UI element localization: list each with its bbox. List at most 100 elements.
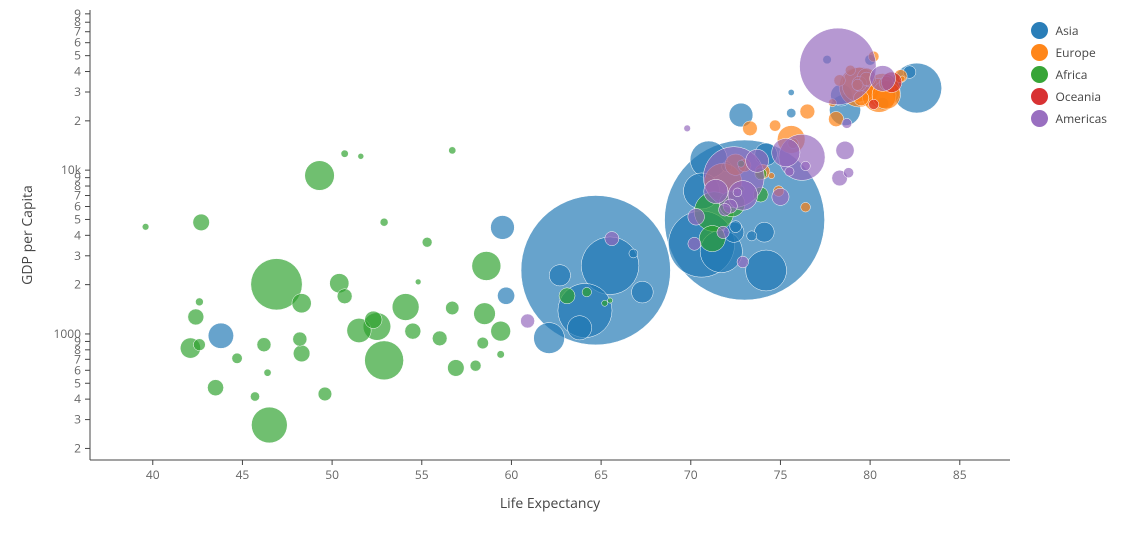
data-bubble[interactable]: [800, 28, 877, 105]
data-bubble[interactable]: [380, 218, 388, 226]
svg-text:4: 4: [74, 63, 81, 80]
data-bubble[interactable]: [582, 287, 591, 296]
data-bubble[interactable]: [305, 161, 335, 191]
data-bubble[interactable]: [497, 287, 514, 304]
data-bubble[interactable]: [717, 226, 729, 238]
data-bubble[interactable]: [629, 249, 638, 258]
data-bubble[interactable]: [521, 314, 535, 328]
legend-item-asia[interactable]: Asia: [1031, 22, 1107, 39]
data-bubble[interactable]: [688, 237, 701, 250]
data-bubble[interactable]: [491, 321, 511, 341]
data-bubble[interactable]: [392, 294, 419, 321]
legend: Asia Europe Africa Oceania Americas: [1031, 22, 1107, 132]
data-bubble[interactable]: [704, 179, 728, 203]
data-bubble[interactable]: [737, 256, 749, 268]
data-bubble[interactable]: [365, 341, 404, 380]
data-bubble[interactable]: [746, 149, 769, 172]
data-bubble[interactable]: [232, 353, 242, 363]
legend-swatch-icon: [1031, 88, 1048, 105]
data-bubble[interactable]: [432, 331, 447, 346]
data-bubble[interactable]: [188, 309, 204, 325]
data-bubble[interactable]: [405, 323, 421, 339]
data-bubble[interactable]: [207, 380, 223, 396]
data-bubble[interactable]: [497, 351, 504, 358]
data-bubble[interactable]: [836, 141, 854, 159]
data-bubble[interactable]: [365, 311, 382, 328]
data-bubble[interactable]: [842, 118, 852, 128]
data-bubble[interactable]: [733, 188, 742, 197]
data-bubble[interactable]: [293, 345, 310, 362]
data-bubble[interactable]: [448, 360, 465, 377]
data-bubble[interactable]: [730, 221, 742, 233]
data-bubble[interactable]: [772, 188, 789, 205]
data-bubble[interactable]: [746, 250, 787, 291]
svg-text:9: 9: [74, 332, 81, 349]
data-bubble[interactable]: [632, 281, 654, 303]
data-bubble[interactable]: [768, 173, 774, 179]
data-bubble[interactable]: [193, 339, 205, 351]
data-bubble[interactable]: [474, 303, 496, 325]
svg-text:9: 9: [74, 169, 81, 186]
svg-text:55: 55: [415, 466, 429, 483]
data-bubble[interactable]: [769, 120, 780, 131]
data-bubble[interactable]: [446, 301, 459, 314]
data-bubble[interactable]: [567, 316, 591, 340]
data-bubble[interactable]: [318, 387, 332, 401]
data-bubble[interactable]: [470, 360, 481, 371]
data-bubble[interactable]: [422, 237, 432, 247]
data-bubble[interactable]: [292, 294, 311, 313]
data-bubble[interactable]: [602, 300, 608, 306]
legend-item-africa[interactable]: Africa: [1031, 66, 1107, 83]
data-bubble[interactable]: [869, 99, 879, 109]
data-bubble[interactable]: [754, 222, 774, 242]
data-bubble[interactable]: [293, 332, 307, 346]
data-bubble[interactable]: [719, 203, 732, 216]
data-bubble[interactable]: [844, 168, 854, 178]
data-bubble[interactable]: [142, 223, 149, 230]
data-bubble[interactable]: [684, 125, 691, 132]
data-bubble[interactable]: [358, 153, 364, 159]
data-bubble[interactable]: [472, 252, 501, 281]
legend-item-americas[interactable]: Americas: [1031, 110, 1107, 127]
data-bubble[interactable]: [415, 279, 421, 285]
data-bubble[interactable]: [477, 337, 489, 349]
legend-item-oceania[interactable]: Oceania: [1031, 88, 1107, 105]
data-bubble[interactable]: [801, 202, 811, 212]
data-bubble[interactable]: [193, 214, 210, 231]
data-bubble[interactable]: [257, 338, 271, 352]
data-bubble[interactable]: [772, 138, 800, 166]
data-bubble[interactable]: [747, 231, 757, 241]
data-bubble[interactable]: [208, 323, 233, 348]
data-bubble[interactable]: [491, 216, 515, 240]
data-bubble[interactable]: [785, 167, 794, 176]
data-bubble[interactable]: [534, 323, 565, 354]
bubble-chart-svg[interactable]: 40455055606570758085Life Expectancy10001…: [0, 0, 1121, 538]
chart-container: 40455055606570758085Life Expectancy10001…: [0, 0, 1121, 538]
data-bubble[interactable]: [743, 121, 758, 136]
svg-text:4: 4: [74, 226, 81, 243]
legend-swatch-icon: [1031, 22, 1048, 39]
data-bubble[interactable]: [607, 298, 612, 303]
data-bubble[interactable]: [549, 265, 570, 286]
data-bubble[interactable]: [337, 289, 352, 304]
data-bubble[interactable]: [828, 112, 843, 127]
data-bubble[interactable]: [801, 161, 810, 170]
data-bubble[interactable]: [251, 407, 287, 443]
data-bubble[interactable]: [800, 104, 815, 119]
data-bubble[interactable]: [787, 108, 796, 117]
data-bubble[interactable]: [264, 369, 271, 376]
data-bubble[interactable]: [788, 89, 794, 95]
svg-text:3: 3: [74, 83, 81, 100]
data-bubble[interactable]: [688, 209, 705, 226]
svg-text:2: 2: [74, 439, 81, 456]
data-bubble[interactable]: [559, 288, 575, 304]
data-bubble[interactable]: [870, 66, 896, 92]
data-bubble[interactable]: [605, 232, 619, 246]
svg-text:85: 85: [953, 466, 967, 483]
data-bubble[interactable]: [250, 392, 259, 401]
legend-item-europe[interactable]: Europe: [1031, 44, 1107, 61]
svg-text:75: 75: [774, 466, 788, 483]
data-bubble[interactable]: [341, 150, 348, 157]
data-bubble[interactable]: [195, 298, 203, 306]
data-bubble[interactable]: [449, 147, 456, 154]
